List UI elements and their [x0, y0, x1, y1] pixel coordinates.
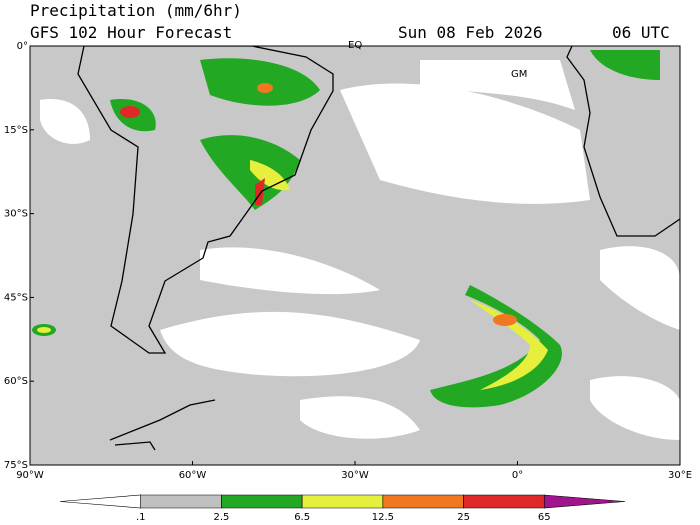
clear-area — [160, 311, 420, 377]
map: EQ GM — [29, 40, 681, 466]
meridian-label: GM — [511, 69, 527, 80]
colorbar-segment — [463, 494, 545, 509]
coastline-south-america — [77, 46, 334, 354]
lon-label: 0° — [512, 470, 523, 481]
colorbar-label: 25 — [457, 512, 470, 523]
colorbar-segment — [221, 494, 303, 509]
rain-core — [120, 106, 140, 118]
lon-label: 90°W — [16, 470, 44, 481]
colorbar-segment — [543, 494, 626, 509]
colorbar-segment — [382, 494, 464, 509]
rain-core — [493, 314, 517, 326]
colorbar-segment — [301, 494, 384, 509]
title: Precipitation (mm/6hr) — [30, 1, 242, 20]
time: 06 UTC — [612, 23, 670, 42]
clear-area — [200, 247, 380, 295]
lon-label: 30°W — [341, 470, 369, 481]
clear-area — [420, 60, 575, 110]
lat-label: 15°S — [4, 125, 28, 136]
clear-area — [300, 396, 420, 439]
rain-band — [200, 135, 300, 210]
axis-labels: 0° 15°S 30°S 45°S 60°S 75°S90°W 60°W 30°W 0° 30°E — [4, 41, 692, 481]
coastline-antarctica — [109, 399, 216, 451]
lon-label: 60°W — [179, 470, 207, 481]
colorbar: .1 2.5 6.5 12.5 25 65 — [59, 494, 626, 523]
clear-area — [590, 376, 680, 440]
clear-area — [340, 83, 590, 204]
lon-label: 30°E — [668, 470, 692, 481]
rain-core — [257, 83, 273, 93]
rain-band — [470, 300, 548, 390]
lat-label: 0° — [17, 41, 28, 52]
date: Sun 08 Feb 2026 — [398, 23, 543, 42]
colorbar-label: 12.5 — [372, 512, 394, 523]
colorbar-label: 2.5 — [213, 512, 229, 523]
rain-band — [430, 285, 562, 408]
colorbar-label: 6.5 — [294, 512, 310, 523]
rain-band — [200, 58, 320, 106]
rain-band — [37, 327, 51, 333]
coastline-africa — [566, 46, 680, 237]
colorbar-segment — [140, 494, 222, 509]
colorbar-label: .1 — [136, 512, 146, 523]
colorbar-segment — [59, 494, 142, 509]
clear-area — [40, 99, 90, 144]
lat-label: 30°S — [4, 209, 28, 220]
subtitle: GFS 102 Hour Forecast — [30, 23, 232, 42]
clear-area — [600, 246, 680, 330]
colorbar-label: 65 — [538, 512, 551, 523]
rain-band — [590, 50, 660, 80]
lat-label: 60°S — [4, 376, 28, 387]
lat-label: 45°S — [4, 292, 28, 303]
equator-label: EQ — [348, 40, 362, 51]
lat-label: 75°S — [4, 460, 28, 471]
